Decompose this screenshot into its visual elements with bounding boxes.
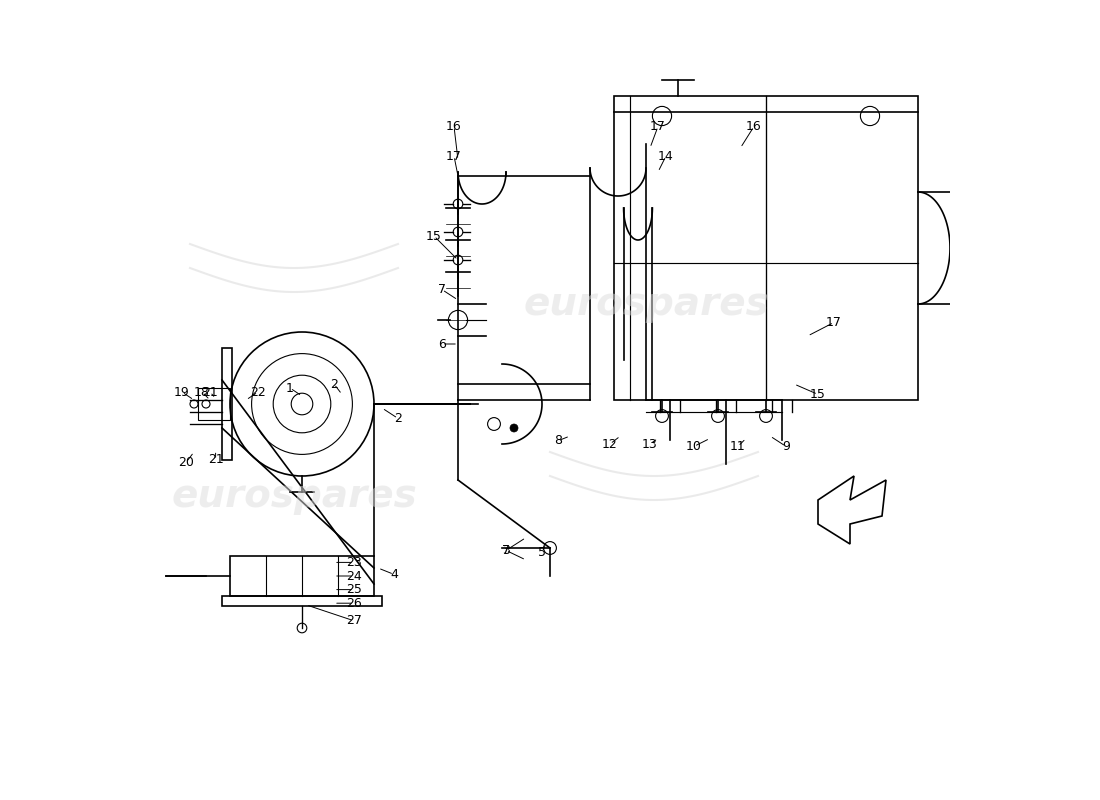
Text: 21: 21 [202, 386, 218, 398]
Bar [222, 596, 382, 606]
Text: 11: 11 [730, 440, 746, 453]
Text: 10: 10 [686, 440, 702, 453]
Text: 17: 17 [447, 150, 462, 162]
Text: 21: 21 [208, 454, 223, 466]
Circle shape [453, 227, 463, 237]
Circle shape [202, 400, 210, 408]
Text: 7: 7 [502, 544, 510, 557]
Text: 6: 6 [438, 338, 446, 350]
Circle shape [656, 410, 669, 422]
Bar [230, 556, 374, 596]
Text: 16: 16 [746, 120, 762, 133]
Circle shape [190, 400, 198, 408]
Circle shape [453, 255, 463, 265]
Text: 26: 26 [346, 597, 362, 610]
Text: 18: 18 [194, 386, 210, 398]
Text: 22: 22 [250, 386, 266, 398]
Text: 7: 7 [438, 283, 446, 296]
Text: 16: 16 [447, 120, 462, 133]
Text: 5: 5 [538, 546, 546, 558]
Text: 3: 3 [502, 544, 510, 557]
Bar [198, 388, 230, 420]
Text: 17: 17 [826, 316, 842, 329]
Text: 2: 2 [394, 412, 402, 425]
Text: 13: 13 [642, 438, 658, 450]
Text: 8: 8 [554, 434, 562, 447]
Text: 12: 12 [602, 438, 618, 450]
Text: 15: 15 [810, 388, 826, 401]
Text: 27: 27 [346, 614, 362, 627]
Text: 14: 14 [658, 150, 674, 162]
Text: 15: 15 [426, 230, 442, 242]
Text: 9: 9 [782, 440, 790, 453]
Circle shape [760, 410, 772, 422]
Text: 4: 4 [390, 568, 398, 581]
Text: 25: 25 [346, 583, 362, 596]
Circle shape [297, 623, 307, 633]
Circle shape [510, 424, 518, 432]
Text: 17: 17 [650, 120, 666, 133]
Text: 20: 20 [178, 456, 194, 469]
Text: 24: 24 [346, 570, 362, 582]
Text: 23: 23 [346, 556, 362, 569]
Bar [222, 348, 232, 460]
Text: eurospares: eurospares [172, 477, 417, 515]
Text: 2: 2 [330, 378, 338, 390]
Text: eurospares: eurospares [524, 285, 769, 323]
Text: 1: 1 [286, 382, 294, 394]
Text: 19: 19 [174, 386, 190, 398]
Circle shape [453, 199, 463, 209]
Circle shape [712, 410, 725, 422]
